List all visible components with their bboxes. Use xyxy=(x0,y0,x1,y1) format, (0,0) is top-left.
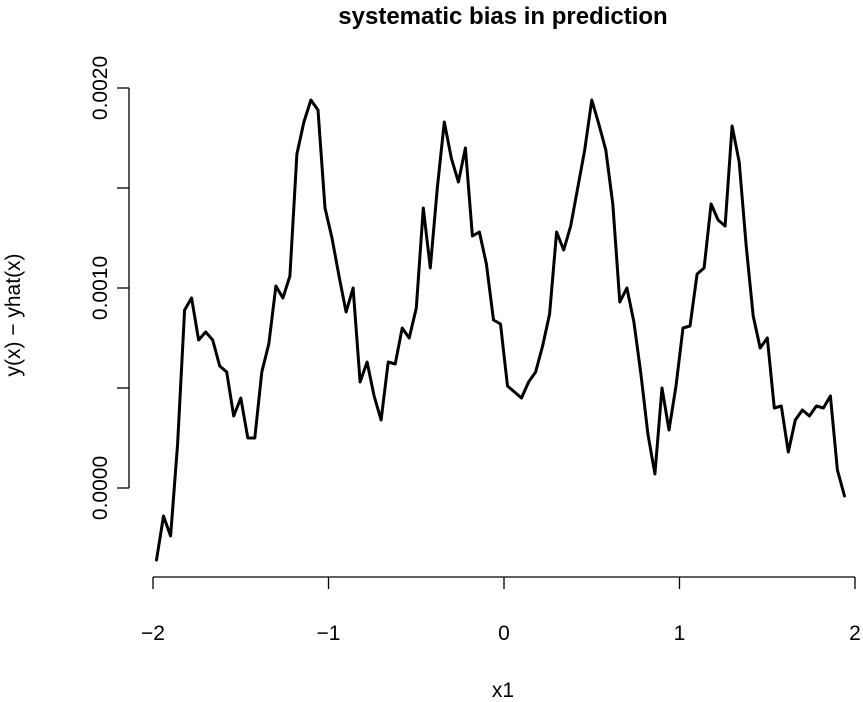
x-tick-label: −1 xyxy=(317,622,341,645)
y-tick-label: 0.0020 xyxy=(89,56,112,120)
y-axis-label: y(x) − yhat(x) xyxy=(2,253,25,376)
x-axis: −2 −1 0 1 2 xyxy=(141,576,861,645)
y-axis: 0.0000 0.0010 0.0020 xyxy=(89,56,130,520)
x-tick-label: 2 xyxy=(849,622,861,645)
x-tick-label: 0 xyxy=(498,622,510,645)
series-line xyxy=(155,98,846,562)
series-layer xyxy=(155,98,846,562)
x-tick-label: −2 xyxy=(141,622,165,645)
x-axis-label: x1 xyxy=(492,679,514,702)
chart-title: systematic bias in prediction xyxy=(338,3,667,30)
x-tick-label: 1 xyxy=(674,622,686,645)
y-tick-label: 0.0000 xyxy=(89,456,112,520)
y-tick-label: 0.0010 xyxy=(89,256,112,320)
